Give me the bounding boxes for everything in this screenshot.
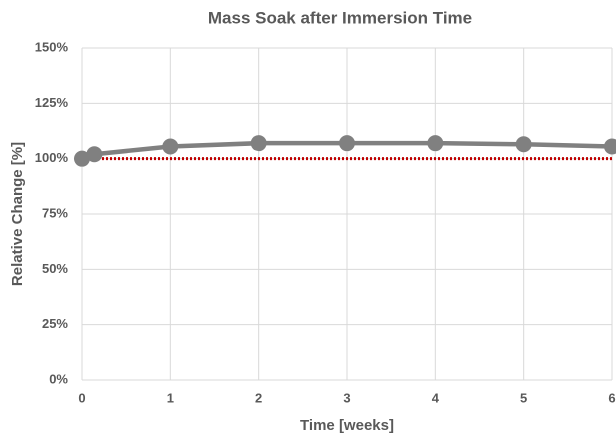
marker bbox=[250, 135, 267, 152]
x-tick-label: 2 bbox=[255, 390, 262, 405]
x-axis-title: Time [weeks] bbox=[300, 417, 394, 434]
y-tick-label: 100% bbox=[35, 150, 69, 165]
y-axis-title: Relative Change [%] bbox=[9, 142, 26, 286]
marker bbox=[339, 135, 355, 152]
y-tick-label: 25% bbox=[42, 316, 68, 331]
x-tick-label: 4 bbox=[432, 390, 440, 405]
marker bbox=[515, 136, 532, 153]
x-tick-label: 3 bbox=[343, 390, 350, 405]
x-tick-label: 0 bbox=[78, 390, 85, 405]
x-tick-label: 6 bbox=[608, 390, 615, 405]
marker bbox=[162, 138, 179, 155]
y-tick-label: 75% bbox=[42, 205, 68, 220]
marker bbox=[86, 146, 103, 163]
series-line bbox=[81, 140, 613, 161]
x-tick-label: 1 bbox=[167, 390, 174, 405]
y-tick-label: 150% bbox=[35, 39, 69, 54]
y-tick-label: 50% bbox=[42, 261, 68, 276]
marker bbox=[427, 135, 444, 152]
marker bbox=[604, 138, 616, 155]
chart-title: Mass Soak after Immersion Time bbox=[208, 8, 472, 27]
x-tick-label: 5 bbox=[520, 390, 527, 405]
y-tick-label: 0% bbox=[49, 371, 68, 386]
y-tick-label: 125% bbox=[35, 95, 69, 110]
marker bbox=[74, 150, 90, 167]
